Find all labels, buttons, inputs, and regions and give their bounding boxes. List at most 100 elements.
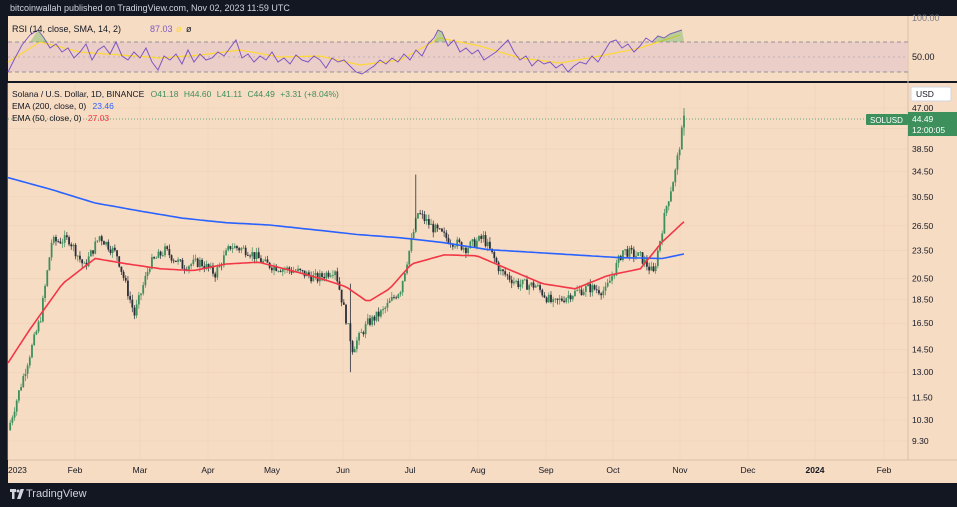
candle-body [427,219,430,225]
candle-body [113,247,116,251]
candle-body [678,149,681,156]
currency-button[interactable] [910,86,952,102]
candle-body [615,262,618,276]
candle-body [325,272,328,279]
candle-body [515,280,517,282]
candle-body [624,249,627,251]
candle-body [190,264,193,267]
candle-body [412,231,415,238]
candle-body [401,280,404,293]
candle-body [373,316,376,321]
candle-body [589,283,592,293]
candle-body [277,270,280,272]
candle-body [100,236,103,242]
candle-body [103,241,105,245]
candle-body [233,246,236,249]
candle-body [288,267,291,271]
candle-body [661,233,664,242]
candle-body [142,285,145,294]
candle-body [144,275,147,286]
candle-body [523,279,526,281]
candle-body [321,273,323,277]
publisher-bar: bitcoinwallah published on TradingView.c… [0,0,957,16]
tradingview-logo-icon [10,489,24,499]
candle-body [552,299,555,303]
candle-body [63,235,66,243]
candle-body [484,235,487,247]
candle-body [135,304,138,316]
candle-body [604,286,607,291]
candle-body [87,256,90,267]
candle-body [327,272,330,277]
time-axis[interactable] [8,460,957,483]
candle-body [227,246,230,251]
candle-body [68,237,70,245]
candle-body [201,259,203,267]
candle-body [443,231,446,233]
candle-body [236,246,238,249]
candle-body [530,282,533,286]
candle-body [541,289,544,296]
candle-body [630,247,633,250]
candle-body [116,250,118,257]
candle-body [539,285,541,290]
candle-body [643,259,646,264]
candle-body [9,422,12,431]
footer-bar: TradingView [0,483,957,507]
price-tick-label: 16.50 [912,318,934,328]
candle-body [24,373,27,377]
candle-body [534,285,537,288]
candle-body [279,270,282,272]
candle-body [563,300,565,303]
last-price: 44.49 [912,114,934,124]
candle-body [264,259,267,261]
price-grid [7,83,908,460]
candle-body [502,269,504,272]
candle-body [273,265,275,271]
chart-canvas[interactable]: RSI (14, close, SMA, 14, 2) 87.03 ø ø 10… [0,0,957,483]
candle-body [403,273,406,281]
rsi-extra-2: ø [186,24,192,34]
candle-body [526,279,528,290]
candle-body [532,282,535,288]
candle-body [441,228,443,232]
price-ticks: 47.0042.5038.5034.5030.5026.5023.5020.50… [912,103,934,446]
candle-body [397,294,400,299]
candle-body [654,265,657,272]
candle-body [377,311,380,317]
candle-body [393,297,395,298]
candle-body [351,341,354,353]
time-ticks: 2023 Feb Mar Apr May Jun Jul Aug Sep Oct Nov Dec 202… [8,465,892,475]
candle-body [31,344,33,358]
rsi-extra-1: ø [176,24,182,34]
candle-body [395,297,398,299]
candle-body [342,302,345,305]
price-pane[interactable] [8,83,908,460]
candle-body [175,260,177,262]
candle-body [257,252,260,259]
candle-body [445,232,448,239]
candle-body [155,257,158,259]
candle-body [231,248,234,250]
candle-body [536,285,539,287]
candle-body [107,241,110,250]
candle-body [425,219,428,221]
candle-body [194,258,197,260]
candle-body [244,247,247,256]
candle-body [560,298,563,301]
candle-body [606,282,609,287]
candle-body [430,223,432,225]
candle-body [74,244,77,257]
price-tick-label: 26.50 [912,221,934,231]
candle-body [399,292,402,295]
candle-body [650,266,653,271]
candle-body [375,311,378,321]
candle-body [92,250,94,254]
price-tick-label: 11.50 [912,392,933,402]
candle-body [667,201,670,207]
candle-body [478,236,480,241]
candle-body [595,289,598,291]
candle-body [240,248,243,251]
candle-body [587,283,589,287]
ema200-line [7,176,685,260]
